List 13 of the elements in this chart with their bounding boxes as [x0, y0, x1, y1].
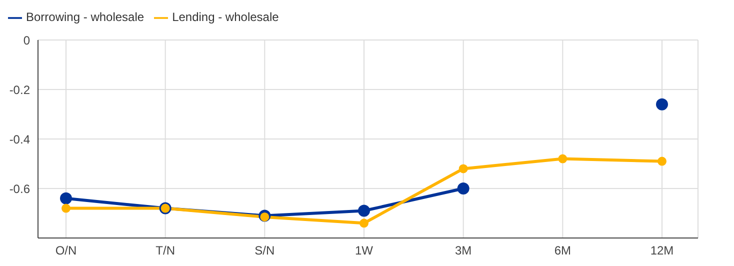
y-tick-label: -0.4: [9, 132, 30, 146]
legend-label: Borrowing - wholesale: [26, 10, 144, 24]
x-tick-label: T/N: [156, 244, 176, 258]
y-tick-label: 0: [23, 33, 30, 48]
x-tick-label: 6M: [554, 244, 572, 258]
y-tick-label: -0.2: [9, 82, 30, 97]
x-tick-label: 1W: [355, 244, 374, 258]
x-tick-label: O/N: [55, 244, 77, 258]
x-tick-label: 3M: [454, 244, 472, 258]
x-tick-label: S/N: [254, 244, 275, 258]
legend-label: Lending - wholesale: [172, 10, 279, 24]
y-tick-label: -0.6: [9, 182, 30, 196]
x-tick-label: 12M: [650, 244, 674, 258]
